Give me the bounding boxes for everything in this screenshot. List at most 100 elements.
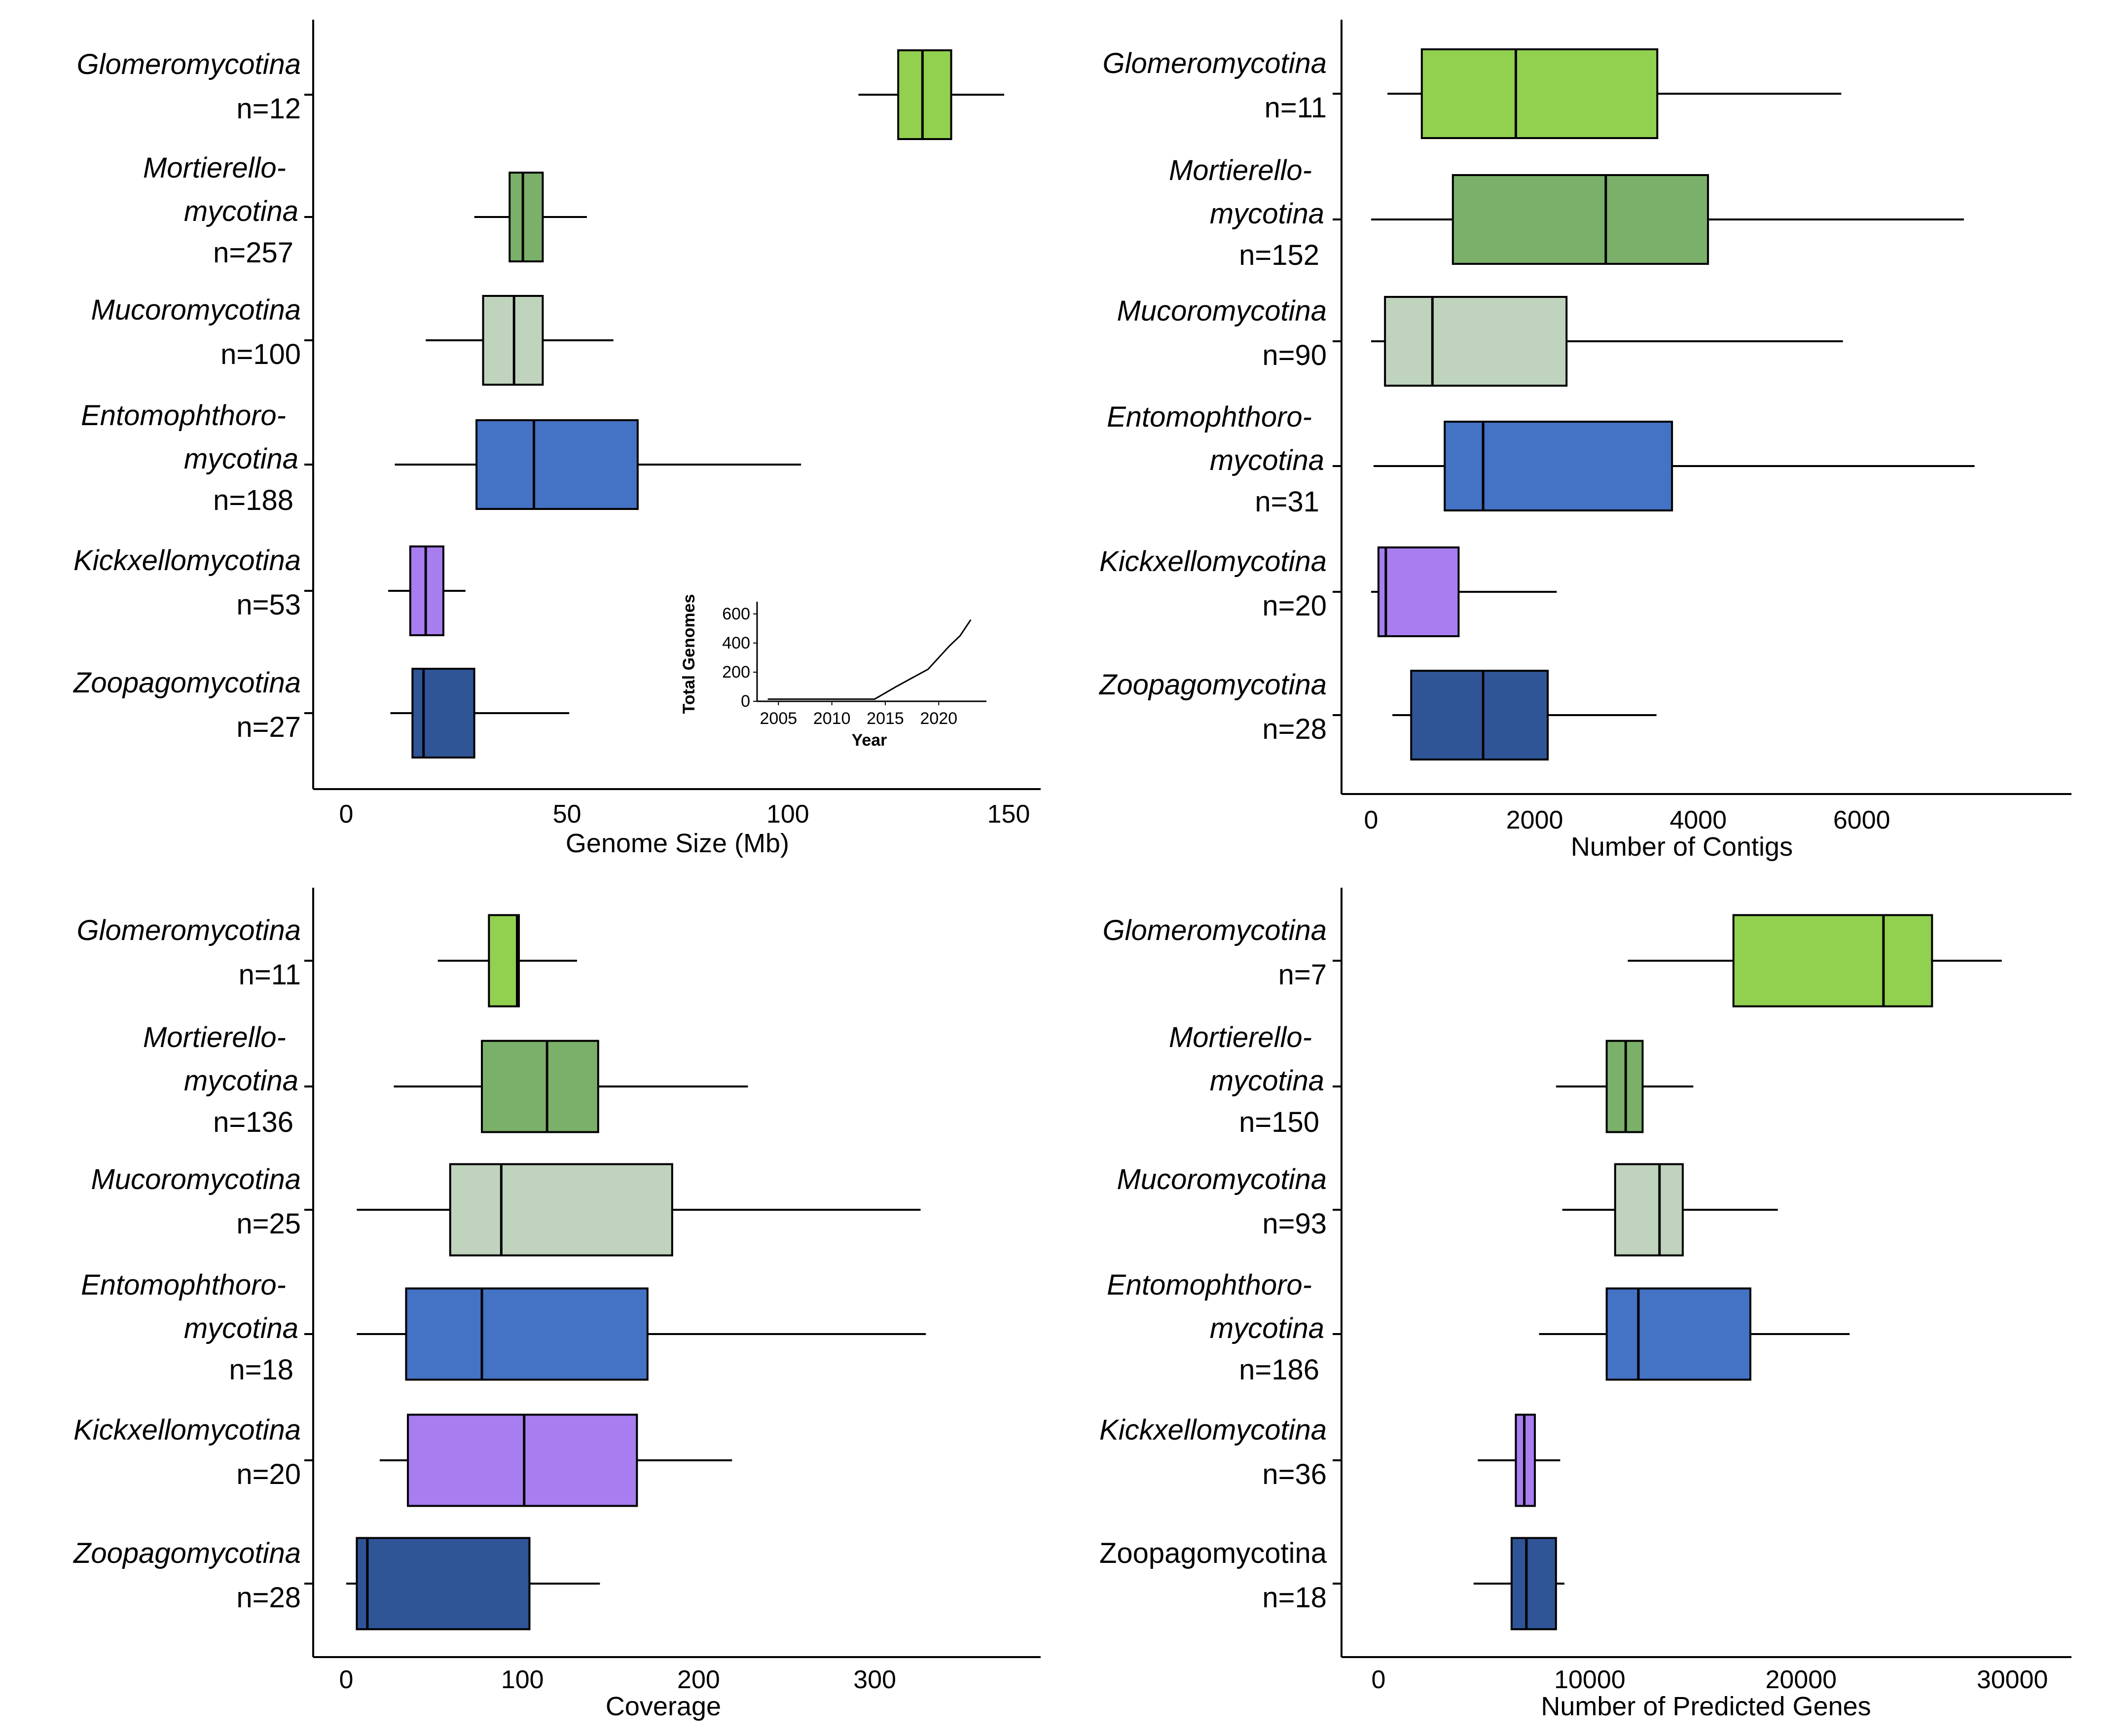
category-label: Entomophthoro- bbox=[81, 399, 286, 432]
inset-y-tick-label: 0 bbox=[741, 692, 750, 711]
category-count: n=18 bbox=[229, 1354, 293, 1386]
category-count: n=18 bbox=[1262, 1582, 1327, 1614]
x-tick-label: 100 bbox=[501, 1665, 544, 1694]
inset-x-tick-label: 2015 bbox=[867, 709, 904, 728]
category-label: Glomeromycotina bbox=[1103, 47, 1327, 79]
category-label: Zoopagomycotina bbox=[73, 667, 301, 699]
x-tick-label: 300 bbox=[853, 1665, 896, 1694]
inset-y-tick-label: 200 bbox=[722, 663, 750, 682]
category-count: n=257 bbox=[213, 237, 293, 269]
contigs-panel: 0 2000 4000 6000 Number of Contigs Glomeromyc… bbox=[1098, 20, 2071, 862]
x-tick-label: 100 bbox=[766, 800, 809, 829]
category-label: Entomophthoro- bbox=[1107, 401, 1312, 433]
x-tick-label: 20000 bbox=[1765, 1665, 1837, 1694]
box-mucoromycotina bbox=[1384, 296, 1568, 387]
category-label: Mucoromycotina bbox=[1117, 295, 1327, 327]
x-axis-title: Coverage bbox=[606, 1692, 721, 1721]
box-mucoromycotina bbox=[449, 1163, 673, 1257]
category-count: n=31 bbox=[1255, 486, 1319, 518]
category-count: n=28 bbox=[1262, 713, 1327, 745]
category-label: mycotina bbox=[1210, 1312, 1324, 1344]
inset-y-axis-title: Total Genomes bbox=[680, 594, 698, 714]
category-count: n=11 bbox=[1265, 92, 1327, 124]
x-tick-label: 0 bbox=[1372, 1665, 1386, 1694]
predicted-genes-panel: 0 10000 20000 30000 Number of Predicted Gene… bbox=[1099, 888, 2071, 1721]
category-count: n=20 bbox=[1262, 590, 1327, 622]
category-label: Glomeromycotina bbox=[77, 914, 301, 946]
category-count: n=93 bbox=[1262, 1208, 1327, 1240]
x-axis-title: Number of Contigs bbox=[1571, 832, 1793, 862]
category-label: Mucoromycotina bbox=[1117, 1163, 1327, 1195]
box-mortierello-mycotina bbox=[481, 1040, 599, 1133]
box-mortierello-mycotina bbox=[1451, 174, 1709, 265]
coverage-panel: 0 100 200 300 Coverage Glomeromycotina n=11 Mor… bbox=[73, 888, 1041, 1721]
x-tick-label: 0 bbox=[1364, 806, 1378, 834]
category-count: n=27 bbox=[236, 711, 301, 743]
inset-x-tick-label: 2020 bbox=[920, 709, 958, 728]
category-label: Zoopagomycotina bbox=[1098, 669, 1327, 701]
inset-y-tick-label: 400 bbox=[722, 634, 750, 652]
category-label: Zoopagomycotina bbox=[1099, 1537, 1327, 1569]
category-label: Entomophthoro- bbox=[1107, 1269, 1312, 1301]
genome-size-panel: 0 50 100 150 Genome Size (Mb) Glomeromycotina… bbox=[73, 20, 1041, 858]
category-label: Kickxellomycotina bbox=[73, 1414, 301, 1446]
category-count: n=186 bbox=[1239, 1354, 1319, 1386]
category-label: mycotina bbox=[184, 1065, 298, 1097]
inset-x-tick-label: 2010 bbox=[813, 709, 851, 728]
inset-series-line bbox=[767, 619, 972, 700]
box-mucoromycotina bbox=[1614, 1163, 1684, 1257]
category-count: n=7 bbox=[1278, 959, 1327, 991]
inset-x-axis-title: Year bbox=[852, 731, 887, 750]
category-label: mycotina bbox=[184, 443, 298, 475]
box-entomophthoro-mycotina bbox=[475, 419, 639, 510]
category-label: mycotina bbox=[1210, 1065, 1324, 1097]
box-glomeromycotina bbox=[488, 914, 520, 1008]
x-tick-label: 4000 bbox=[1669, 806, 1727, 834]
inset-y-tick-label: 600 bbox=[722, 605, 750, 623]
box-zoopagomycotina bbox=[1410, 670, 1549, 760]
category-count: n=28 bbox=[236, 1582, 301, 1614]
category-label: Glomeromycotina bbox=[77, 48, 301, 80]
category-count: n=20 bbox=[236, 1458, 301, 1490]
category-count: n=90 bbox=[1262, 339, 1327, 371]
category-count: n=53 bbox=[236, 589, 301, 621]
category-count: n=11 bbox=[239, 959, 301, 991]
category-label: Entomophthoro- bbox=[81, 1269, 286, 1301]
x-tick-label: 0 bbox=[339, 1665, 354, 1694]
category-label: mycotina bbox=[184, 195, 298, 227]
category-label: mycotina bbox=[1210, 198, 1324, 230]
total-genomes-inset: 0 200 400 600 2005 2010 2015 2020 Year Total Geno… bbox=[680, 594, 986, 750]
category-label: Zoopagomycotina bbox=[73, 1537, 301, 1569]
category-count: n=150 bbox=[1239, 1106, 1319, 1138]
x-tick-label: 0 bbox=[339, 800, 354, 829]
category-label: Mortierello- bbox=[1169, 154, 1312, 186]
x-tick-label: 30000 bbox=[1977, 1665, 2048, 1694]
x-tick-label: 150 bbox=[987, 800, 1030, 829]
category-label: Mortierello- bbox=[143, 1021, 286, 1053]
box-kickxellomycotina bbox=[1377, 546, 1460, 637]
box-glomeromycotina bbox=[1732, 914, 1933, 1008]
x-tick-label: 6000 bbox=[1833, 806, 1890, 834]
category-label: Mortierello- bbox=[143, 152, 286, 184]
x-tick-label: 200 bbox=[677, 1665, 720, 1694]
category-count: n=36 bbox=[1262, 1458, 1327, 1490]
box-entomophthoro-mycotina bbox=[1444, 421, 1673, 511]
category-label: Kickxellomycotina bbox=[1099, 545, 1327, 578]
box-mortierello-mycotina bbox=[508, 172, 544, 262]
category-label: mycotina bbox=[184, 1312, 298, 1344]
box-entomophthoro-mycotina bbox=[1605, 1287, 1751, 1381]
box-zoopagomycotina bbox=[411, 668, 475, 759]
category-label: mycotina bbox=[1210, 444, 1324, 476]
category-label: Kickxellomycotina bbox=[73, 544, 301, 577]
category-label: Mucoromycotina bbox=[91, 1163, 301, 1195]
category-count: n=152 bbox=[1239, 239, 1319, 271]
category-label: Glomeromycotina bbox=[1103, 914, 1327, 946]
box-glomeromycotina bbox=[897, 49, 952, 140]
x-tick-label: 50 bbox=[553, 800, 581, 829]
box-entomophthoro-mycotina bbox=[405, 1287, 649, 1381]
inset-x-tick-label: 2005 bbox=[760, 709, 798, 728]
category-label: Mucoromycotina bbox=[91, 294, 301, 326]
x-tick-label: 2000 bbox=[1506, 806, 1563, 834]
x-tick-label: 10000 bbox=[1554, 1665, 1626, 1694]
